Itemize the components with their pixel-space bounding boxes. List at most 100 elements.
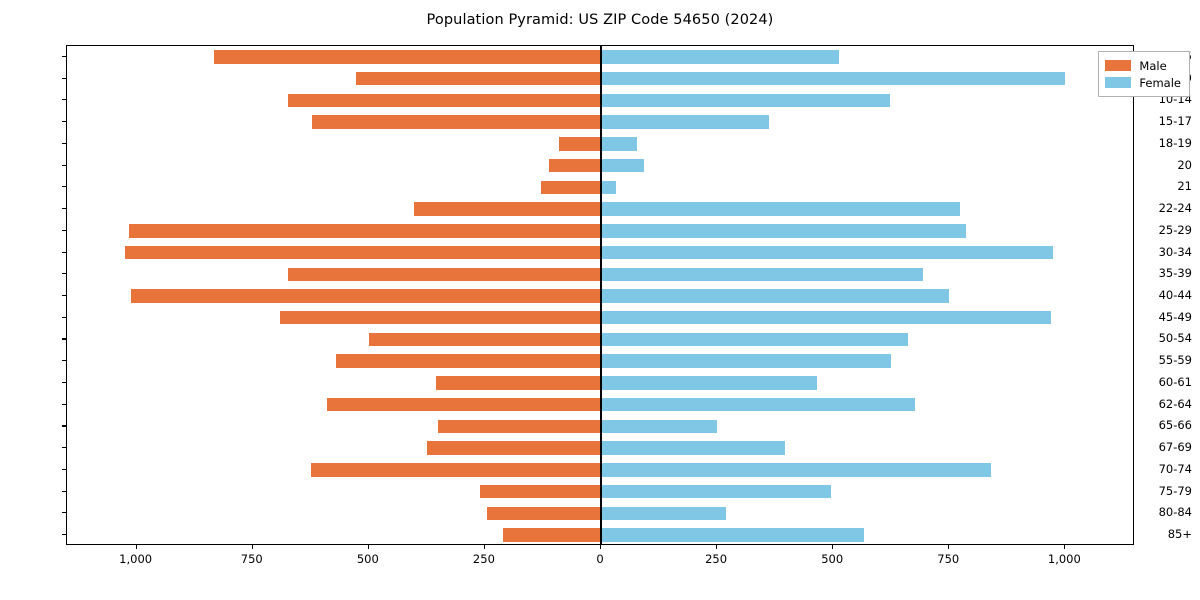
x-axis-tick-mark xyxy=(367,545,369,549)
bar-row xyxy=(67,50,1133,64)
bar-row xyxy=(67,137,1133,151)
y-axis-tick-label: 50-54 xyxy=(1158,331,1192,346)
bar-row xyxy=(67,332,1133,347)
bar-female xyxy=(601,397,916,412)
y-axis-tick-mark xyxy=(62,295,66,297)
bar-row xyxy=(67,267,1133,281)
bar-female xyxy=(601,93,891,108)
y-axis-tick-mark xyxy=(62,121,66,123)
y-axis-tick-label: 35-39 xyxy=(1158,266,1192,281)
y-axis-tick-mark xyxy=(62,77,66,79)
legend-entry: Female xyxy=(1105,74,1181,91)
y-axis-tick-mark xyxy=(62,338,66,340)
y-axis-tick-label: 67-69 xyxy=(1158,440,1192,455)
bar-male xyxy=(426,441,601,455)
y-axis-tick-label: 15-17 xyxy=(1158,114,1192,129)
y-axis-tick-mark xyxy=(62,99,66,101)
y-axis-tick-mark xyxy=(62,251,66,253)
bar-female xyxy=(601,484,832,499)
bar-female xyxy=(601,245,1053,260)
y-axis-tick-mark xyxy=(62,186,66,188)
y-axis-tick-label: 21 xyxy=(1177,179,1192,194)
bar-female xyxy=(601,202,960,216)
zero-axis-line xyxy=(600,46,602,544)
y-axis-tick-label: 70-74 xyxy=(1158,461,1192,476)
x-axis-tick-label: 500 xyxy=(821,552,844,566)
bar-male xyxy=(438,419,601,434)
bar-row xyxy=(67,484,1133,499)
bar-female xyxy=(601,224,966,238)
bar-female xyxy=(601,289,950,303)
bar-female xyxy=(601,354,892,368)
bar-male xyxy=(311,115,601,129)
x-axis-tick-label: 0 xyxy=(596,552,604,566)
y-axis-tick-label: 25-29 xyxy=(1158,222,1192,237)
bar-female xyxy=(601,441,786,455)
bar-row xyxy=(67,376,1133,390)
chart-legend: Male Female xyxy=(1098,51,1190,97)
bar-row xyxy=(67,441,1133,455)
legend-label: Male xyxy=(1139,58,1167,73)
bar-row xyxy=(67,528,1133,542)
y-axis-tick-mark xyxy=(62,403,66,405)
bar-female xyxy=(601,137,638,151)
x-axis-tick-label: 250 xyxy=(472,552,495,566)
x-axis-tick-mark xyxy=(135,545,137,549)
bar-male xyxy=(288,267,601,281)
bar-row xyxy=(67,311,1133,325)
y-axis-tick-label: 65-66 xyxy=(1158,418,1192,433)
x-axis-tick-mark xyxy=(1064,545,1066,549)
bar-female xyxy=(601,376,817,390)
y-axis-tick-label: 20 xyxy=(1177,157,1192,172)
y-axis-tick-label: 30-34 xyxy=(1158,244,1192,259)
bar-female xyxy=(601,71,1066,86)
bar-row xyxy=(67,354,1133,368)
y-axis-tick-mark xyxy=(62,164,66,166)
bar-male xyxy=(326,397,601,412)
y-axis-tick-mark xyxy=(62,55,66,57)
x-axis-tick-mark xyxy=(483,545,485,549)
bar-male xyxy=(480,484,601,499)
plot-area xyxy=(66,45,1134,545)
x-axis-tick-label: 500 xyxy=(356,552,379,566)
y-axis-tick-mark xyxy=(62,512,66,514)
bar-row xyxy=(67,71,1133,86)
y-axis-tick-mark xyxy=(62,534,66,536)
bar-row xyxy=(67,202,1133,216)
bar-female xyxy=(601,180,616,195)
bar-female xyxy=(601,50,839,64)
y-axis-tick-mark xyxy=(62,316,66,318)
bar-female xyxy=(601,463,992,477)
y-axis-tick-label: 22-24 xyxy=(1158,201,1192,216)
y-axis-tick-mark xyxy=(62,360,66,362)
y-axis-tick-mark xyxy=(62,208,66,210)
bar-row xyxy=(67,158,1133,173)
y-axis-tick-mark xyxy=(62,468,66,470)
y-axis-tick-label: 45-49 xyxy=(1158,309,1192,324)
bar-row xyxy=(67,180,1133,195)
bar-male xyxy=(548,158,601,173)
bar-male xyxy=(558,137,601,151)
bar-female xyxy=(601,115,769,129)
bar-male xyxy=(368,332,601,347)
y-axis-tick-mark xyxy=(62,425,66,427)
x-axis-tick-mark xyxy=(716,545,718,549)
bar-row xyxy=(67,224,1133,238)
bar-row xyxy=(67,419,1133,434)
chart-title: Population Pyramid: US ZIP Code 54650 (2… xyxy=(426,12,774,28)
y-axis-tick-label: 75-79 xyxy=(1158,483,1192,498)
bar-male xyxy=(279,311,601,325)
bar-female xyxy=(601,419,718,434)
x-axis-tick-mark xyxy=(832,545,834,549)
bar-row xyxy=(67,397,1133,412)
bar-male xyxy=(487,506,601,521)
legend-swatch xyxy=(1105,77,1132,88)
y-axis-tick-label: 80-84 xyxy=(1158,505,1192,520)
y-axis-tick-label: 40-44 xyxy=(1158,288,1192,302)
legend-entry: Male xyxy=(1105,57,1181,74)
y-axis-tick-label: 62-64 xyxy=(1158,396,1192,411)
x-axis-tick-label: 250 xyxy=(705,552,728,566)
legend-label: Female xyxy=(1139,75,1181,90)
bar-row xyxy=(67,245,1133,260)
bar-male xyxy=(130,289,601,303)
